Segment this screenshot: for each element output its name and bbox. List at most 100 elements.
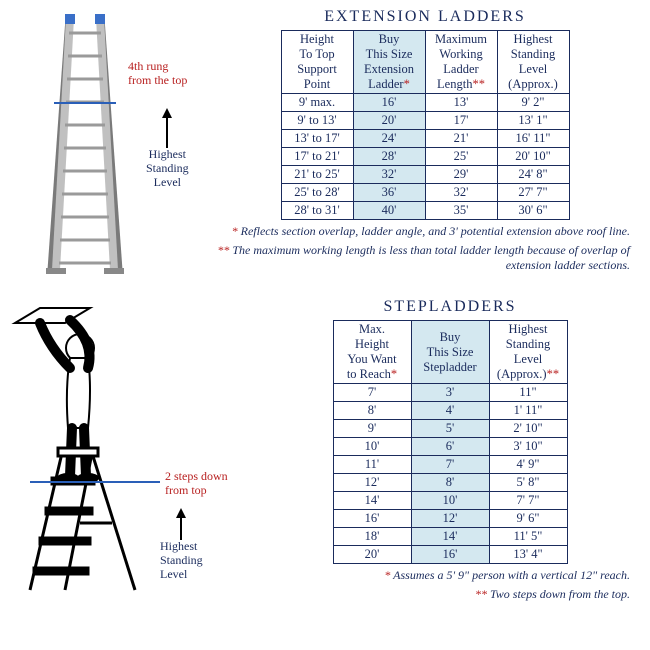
- table-cell: 32': [353, 166, 425, 184]
- step-level-line-icon: [30, 481, 160, 483]
- table-cell: 4': [411, 402, 489, 420]
- table-row: 28' to 31'40'35'30' 6": [281, 202, 569, 220]
- table-header: BuyThis SizeStepladder: [411, 321, 489, 384]
- table-cell: 20' 10": [497, 148, 569, 166]
- table-cell: 18': [333, 528, 411, 546]
- arrow-annotation: Highest Standing Level: [146, 108, 189, 189]
- table-cell: 14': [411, 528, 489, 546]
- table-row: 10'6'3' 10": [333, 438, 567, 456]
- stepladder-footnote-1: * Assumes a 5' 9" person with a vertical…: [260, 568, 640, 583]
- table-cell: 10': [411, 492, 489, 510]
- stepladder-content: STEPLADDERS Max.HeightYou Wantto Reach*B…: [260, 298, 640, 602]
- table-cell: 24' 8": [497, 166, 569, 184]
- extension-table: HeightTo TopSupportPointBuyThis SizeExte…: [281, 30, 570, 220]
- standing-level-line-icon: [54, 102, 116, 104]
- rung-annotation: 4th rung from the top: [128, 60, 187, 88]
- table-row: 17' to 21'28'25'20' 10": [281, 148, 569, 166]
- stepladder-section: 2 steps down from top Highest Standing L…: [0, 288, 650, 602]
- table-cell: 13': [425, 94, 497, 112]
- table-cell: 16': [411, 546, 489, 564]
- table-row: 16'12'9' 6": [333, 510, 567, 528]
- table-cell: 20': [333, 546, 411, 564]
- table-cell: 10': [333, 438, 411, 456]
- table-cell: 7': [411, 456, 489, 474]
- table-cell: 17': [425, 112, 497, 130]
- table-cell: 12': [411, 510, 489, 528]
- table-row: 18'14'11' 5": [333, 528, 567, 546]
- stepladder-footnote-2: ** Two steps down from the top.: [260, 587, 640, 602]
- table-header: HighestStandingLevel(Approx.)**: [489, 321, 567, 384]
- table-cell: 3' 10": [489, 438, 567, 456]
- table-cell: 13' to 17': [281, 130, 353, 148]
- table-cell: 9' max.: [281, 94, 353, 112]
- table-header: Max.HeightYou Wantto Reach*: [333, 321, 411, 384]
- table-cell: 16' 11": [497, 130, 569, 148]
- table-row: 11'7'4' 9": [333, 456, 567, 474]
- table-row: 9' max.16'13'9' 2": [281, 94, 569, 112]
- extension-ladder-illustration: 4th rung from the top Highest Standing L…: [10, 8, 210, 288]
- table-cell: 9' 2": [497, 94, 569, 112]
- table-row: 9' to 13'20'17'13' 1": [281, 112, 569, 130]
- table-cell: 7' 7": [489, 492, 567, 510]
- extension-title: EXTENSION LADDERS: [210, 8, 640, 26]
- standing-level-label: Highest Standing Level: [146, 148, 189, 189]
- table-cell: 16': [333, 510, 411, 528]
- table-cell: 28' to 31': [281, 202, 353, 220]
- table-cell: 1' 11": [489, 402, 567, 420]
- arrow-up-icon: [176, 508, 186, 518]
- table-cell: 9' 6": [489, 510, 567, 528]
- table-cell: 28': [353, 148, 425, 166]
- table-cell: 14': [333, 492, 411, 510]
- table-cell: 11': [333, 456, 411, 474]
- table-row: 20'16'13' 4": [333, 546, 567, 564]
- extension-section: 4th rung from the top Highest Standing L…: [0, 0, 650, 288]
- extension-footnote-1: * Reflects section overlap, ladder angle…: [210, 224, 640, 239]
- steps-annotation: 2 steps down from top: [165, 470, 228, 498]
- table-cell: 7': [333, 384, 411, 402]
- table-cell: 16': [353, 94, 425, 112]
- table-cell: 13' 1": [497, 112, 569, 130]
- table-cell: 30' 6": [497, 202, 569, 220]
- table-row: 7'3'11": [333, 384, 567, 402]
- table-cell: 9' to 13': [281, 112, 353, 130]
- table-header: BuyThis SizeExtensionLadder*: [353, 31, 425, 94]
- table-cell: 11' 5": [489, 528, 567, 546]
- extension-content: EXTENSION LADDERS HeightTo TopSupportPoi…: [210, 8, 640, 273]
- table-cell: 32': [425, 184, 497, 202]
- arrow-up-icon: [162, 108, 172, 118]
- step-arrow-annotation: Highest Standing Level: [160, 508, 203, 581]
- table-cell: 21' to 25': [281, 166, 353, 184]
- table-cell: 29': [425, 166, 497, 184]
- step-standing-level-label: Highest Standing Level: [160, 540, 203, 581]
- stepladder-illustration: 2 steps down from top Highest Standing L…: [10, 298, 260, 598]
- table-cell: 8': [411, 474, 489, 492]
- table-row: 14'10'7' 7": [333, 492, 567, 510]
- table-cell: 25': [425, 148, 497, 166]
- table-cell: 12': [333, 474, 411, 492]
- table-row: 8'4'1' 11": [333, 402, 567, 420]
- table-cell: 5': [411, 420, 489, 438]
- table-row: 21' to 25'32'29'24' 8": [281, 166, 569, 184]
- table-cell: 21': [425, 130, 497, 148]
- table-row: 25' to 28'36'32'27' 7": [281, 184, 569, 202]
- table-header: HighestStandingLevel(Approx.): [497, 31, 569, 94]
- extension-footnote-2: ** The maximum working length is less th…: [210, 243, 640, 273]
- stepladder-table: Max.HeightYou Wantto Reach*BuyThis SizeS…: [333, 320, 568, 564]
- table-cell: 13' 4": [489, 546, 567, 564]
- table-cell: 11": [489, 384, 567, 402]
- table-header: MaximumWorkingLadderLength**: [425, 31, 497, 94]
- table-row: 13' to 17'24'21'16' 11": [281, 130, 569, 148]
- table-cell: 2' 10": [489, 420, 567, 438]
- table-cell: 20': [353, 112, 425, 130]
- table-cell: 25' to 28': [281, 184, 353, 202]
- stepladder-title: STEPLADDERS: [260, 298, 640, 316]
- table-cell: 5' 8": [489, 474, 567, 492]
- table-cell: 3': [411, 384, 489, 402]
- table-cell: 6': [411, 438, 489, 456]
- table-cell: 35': [425, 202, 497, 220]
- table-header: HeightTo TopSupportPoint: [281, 31, 353, 94]
- table-cell: 8': [333, 402, 411, 420]
- table-row: 9'5'2' 10": [333, 420, 567, 438]
- table-cell: 4' 9": [489, 456, 567, 474]
- table-row: 12'8'5' 8": [333, 474, 567, 492]
